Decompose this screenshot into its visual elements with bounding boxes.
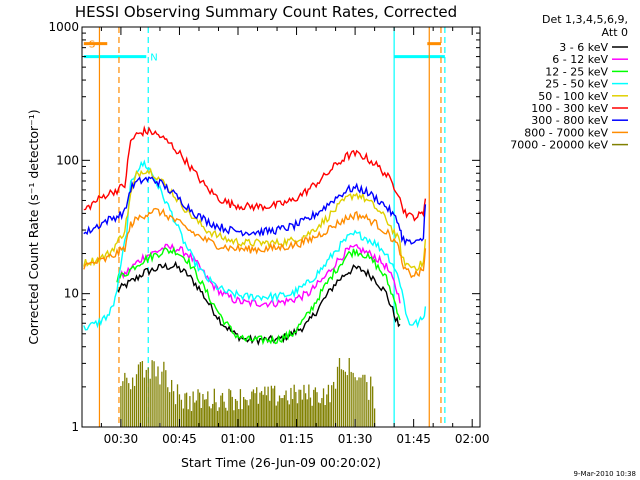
flag-label-N: N	[150, 53, 157, 64]
series-line-0	[116, 260, 401, 347]
series-5	[83, 125, 427, 222]
legend-header-line-1: Det 1,3,4,5,6,9,	[542, 13, 628, 26]
x-tick-label-1: 00:45	[162, 432, 197, 446]
y-axis-label: Corrected Count Rate (s⁻¹ detector⁻¹)	[26, 109, 41, 344]
x-tick-label-4: 01:30	[338, 432, 373, 446]
x-axis-ticks: 00:30 00:45 01:00 01:15 01:30 01:45 02:00	[100, 27, 490, 446]
y-tick-label-0: 1	[71, 420, 79, 434]
vertical-markers	[98, 27, 446, 427]
legend-label-4: 50 - 100 keV	[538, 90, 608, 103]
plot-frame	[81, 26, 481, 428]
series-line-7	[83, 207, 427, 279]
series-line-2	[116, 246, 401, 346]
chart-title: HESSI Observing Summary Count Rates, Cor…	[75, 3, 457, 21]
y-tick-label-2: 100	[56, 153, 79, 167]
legend-label-1: 6 - 12 keV	[552, 53, 608, 66]
legend-label-2: 12 - 25 keV	[545, 65, 608, 78]
x-tick-label-2: 01:00	[221, 432, 256, 446]
y-axis-ticks: 1 10 100 1000	[48, 20, 480, 434]
series-3	[83, 159, 427, 331]
series-7	[83, 207, 427, 279]
series-line-5	[83, 125, 427, 222]
legend-label-7: 800 - 7000 keV	[524, 126, 608, 139]
series-line-4	[83, 167, 427, 272]
timestamp: 9-Mar-2010 10:38	[574, 470, 636, 478]
x-tick-label-6: 02:00	[455, 432, 490, 446]
series-4	[83, 167, 427, 272]
legend-label-5: 100 - 300 keV	[531, 102, 608, 115]
legend-label-6: 300 - 800 keV	[531, 114, 608, 127]
legend-header-line-2: Att 0	[602, 26, 628, 39]
legend-label-3: 25 - 50 keV	[545, 78, 608, 91]
y-tick-label-1: 10	[64, 287, 79, 301]
legend-label-8: 7000 - 20000 keV	[510, 139, 608, 152]
x-axis-label: Start Time (26-Jun-09 00:20:02)	[181, 455, 381, 470]
x-tick-label-3: 01:15	[279, 432, 314, 446]
y-tick-label-3: 1000	[48, 20, 79, 34]
flag-bars: SN	[83, 40, 445, 64]
series-8	[120, 357, 376, 427]
x-tick-label-5: 01:45	[396, 432, 431, 446]
flag-label-S: S	[89, 40, 95, 51]
series-line-6	[83, 176, 427, 247]
legend-label-0: 3 - 6 keV	[559, 41, 608, 54]
series-0	[116, 260, 401, 347]
x-tick-label-0: 00:30	[104, 432, 139, 446]
series-2	[116, 246, 401, 346]
series-line-3	[83, 159, 427, 331]
series-6	[83, 176, 427, 247]
series-lines	[83, 125, 427, 427]
